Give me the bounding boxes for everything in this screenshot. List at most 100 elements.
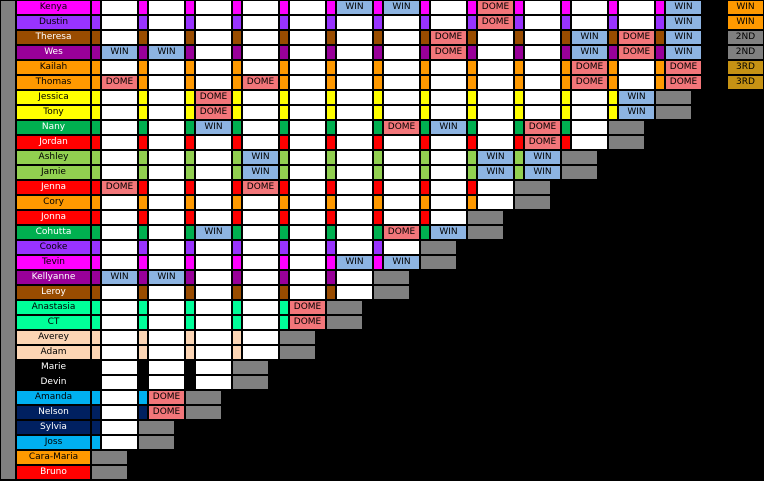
result-cell [195,0,232,15]
column-strip [185,180,195,195]
column-strip [279,285,289,300]
dome-cell: DOME [618,30,655,45]
player-name: Sylvia [16,420,91,435]
column-strip [373,255,383,270]
column-strip [420,15,430,30]
column-strip [138,75,148,90]
column-strip [91,30,101,45]
column-strip [232,330,242,345]
result-cell [195,375,232,390]
column-strip [326,150,336,165]
result-cell [195,180,232,195]
player-name: Dustin [16,15,91,30]
result-cell [430,135,467,150]
column-strip [232,165,242,180]
column-strip [138,210,148,225]
result-cell [148,165,185,180]
column-strip [232,210,242,225]
column-strip [326,90,336,105]
result-cell [336,180,373,195]
result-cell [101,165,138,180]
win-cell: WIN [430,225,467,240]
column-strip [420,150,430,165]
column-strip [514,150,524,165]
result-cell [289,90,326,105]
win-cell: WIN [571,30,608,45]
column-strip [185,75,195,90]
column-strip [185,240,195,255]
dome-cell: DOME [571,60,608,75]
result-cell [101,120,138,135]
gray-step [326,315,363,330]
column-strip [232,0,242,15]
column-strip [185,45,195,60]
result-cell [242,0,279,15]
column-strip [514,0,524,15]
column-strip [138,255,148,270]
result-cell [148,225,185,240]
result-cell [101,315,138,330]
column-strip [279,195,289,210]
column-strip [138,150,148,165]
result-cell [242,15,279,30]
win-cell: WIN [195,120,232,135]
result-cell [101,210,138,225]
column-strip [185,15,195,30]
column-strip [561,30,571,45]
column-strip [91,285,101,300]
result-cell [383,240,420,255]
column-strip [326,75,336,90]
column-strip [279,270,289,285]
column-strip [608,30,618,45]
column-strip [91,300,101,315]
result-cell [571,105,608,120]
column-strip [561,45,571,60]
column-strip [279,240,289,255]
result-cell [289,210,326,225]
result-cell [195,300,232,315]
result-cell [148,330,185,345]
column-strip [608,105,618,120]
column-strip [373,180,383,195]
gray-step [514,180,551,195]
result-cell [242,270,279,285]
result-cell [101,405,138,420]
player-name: Nelson [16,405,91,420]
result-cell [289,225,326,240]
win-cell: WIN [618,105,655,120]
gray-step [373,270,410,285]
column-strip [420,90,430,105]
column-strip [373,45,383,60]
result-cell [101,90,138,105]
column-strip [514,120,524,135]
result-cell [336,15,373,30]
column-strip [373,15,383,30]
column-strip [279,30,289,45]
result-cell [148,255,185,270]
gray-step [514,195,551,210]
result-cell [101,0,138,15]
column-strip [138,60,148,75]
result-cell [571,90,608,105]
result-cell [336,45,373,60]
column-strip [185,315,195,330]
player-name: Theresa [16,30,91,45]
result-cell [571,120,608,135]
player-name: Wes [16,45,91,60]
result-cell [101,105,138,120]
result-cell [336,225,373,240]
player-name: Joss [16,435,91,450]
column-strip [514,75,524,90]
column-strip [279,45,289,60]
column-strip [91,435,101,450]
result-cell [148,75,185,90]
column-strip [608,90,618,105]
result-cell [101,390,138,405]
result-cell [336,210,373,225]
result-cell [289,15,326,30]
gray-step [279,345,316,360]
column-strip [91,405,101,420]
column-strip [232,15,242,30]
column-strip [467,150,477,165]
column-strip [420,30,430,45]
